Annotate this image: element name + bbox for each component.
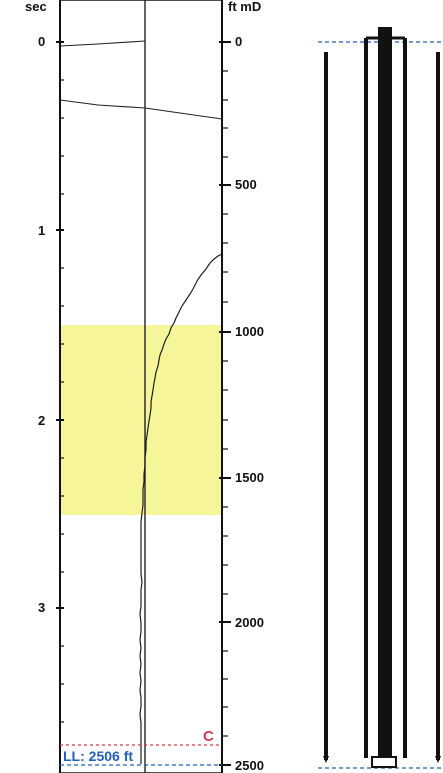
main-log-trace — [139, 253, 223, 764]
c-marker-label: C — [203, 728, 214, 745]
time-tick-label-0: 0 — [38, 34, 45, 49]
upper-trace-1 — [59, 40, 146, 47]
outer-left-shoe — [323, 756, 329, 763]
upper-trace-2 — [59, 99, 223, 120]
depth-unit-label: ft mD — [228, 0, 261, 14]
depth-tick-label-2000: 2000 — [235, 615, 264, 630]
depth-tick-label-2500: 2500 — [235, 758, 264, 773]
outer-right-shoe — [435, 756, 441, 763]
depth-tick-label-1500: 1500 — [235, 470, 264, 485]
depth-tick-label-1000: 1000 — [235, 324, 264, 339]
time-tick-label-1: 1 — [38, 223, 45, 238]
time-tick-label-2: 2 — [38, 413, 45, 428]
bottom-plug — [371, 756, 397, 768]
highlight-band — [60, 325, 222, 515]
depth-minor-ticks — [222, 70, 228, 737]
time-unit-label: sec — [25, 0, 47, 14]
depth-tick-label-500: 500 — [235, 177, 257, 192]
depth-tick-label-0: 0 — [235, 34, 242, 49]
well-schematic — [323, 27, 441, 768]
tubing-string — [378, 27, 392, 757]
ll-marker-label: LL: 2506 ft — [63, 748, 133, 764]
time-tick-label-3: 3 — [38, 600, 45, 615]
time-minor-ticks — [60, 79, 64, 723]
